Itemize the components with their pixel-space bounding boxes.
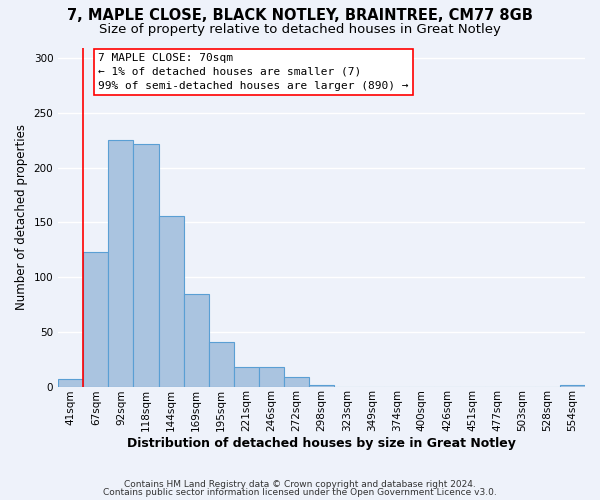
Bar <box>109 140 133 386</box>
Bar <box>209 342 234 386</box>
Bar <box>83 252 109 386</box>
Bar <box>259 367 284 386</box>
Bar <box>133 144 158 386</box>
Text: Contains public sector information licensed under the Open Government Licence v3: Contains public sector information licen… <box>103 488 497 497</box>
Text: Contains HM Land Registry data © Crown copyright and database right 2024.: Contains HM Land Registry data © Crown c… <box>124 480 476 489</box>
Text: 7 MAPLE CLOSE: 70sqm
← 1% of detached houses are smaller (7)
99% of semi-detache: 7 MAPLE CLOSE: 70sqm ← 1% of detached ho… <box>98 53 409 91</box>
Y-axis label: Number of detached properties: Number of detached properties <box>15 124 28 310</box>
Bar <box>158 216 184 386</box>
Text: Size of property relative to detached houses in Great Notley: Size of property relative to detached ho… <box>99 22 501 36</box>
Bar <box>284 376 309 386</box>
Bar <box>184 294 209 386</box>
Bar <box>58 379 83 386</box>
Bar <box>234 367 259 386</box>
Text: 7, MAPLE CLOSE, BLACK NOTLEY, BRAINTREE, CM77 8GB: 7, MAPLE CLOSE, BLACK NOTLEY, BRAINTREE,… <box>67 8 533 22</box>
X-axis label: Distribution of detached houses by size in Great Notley: Distribution of detached houses by size … <box>127 437 516 450</box>
